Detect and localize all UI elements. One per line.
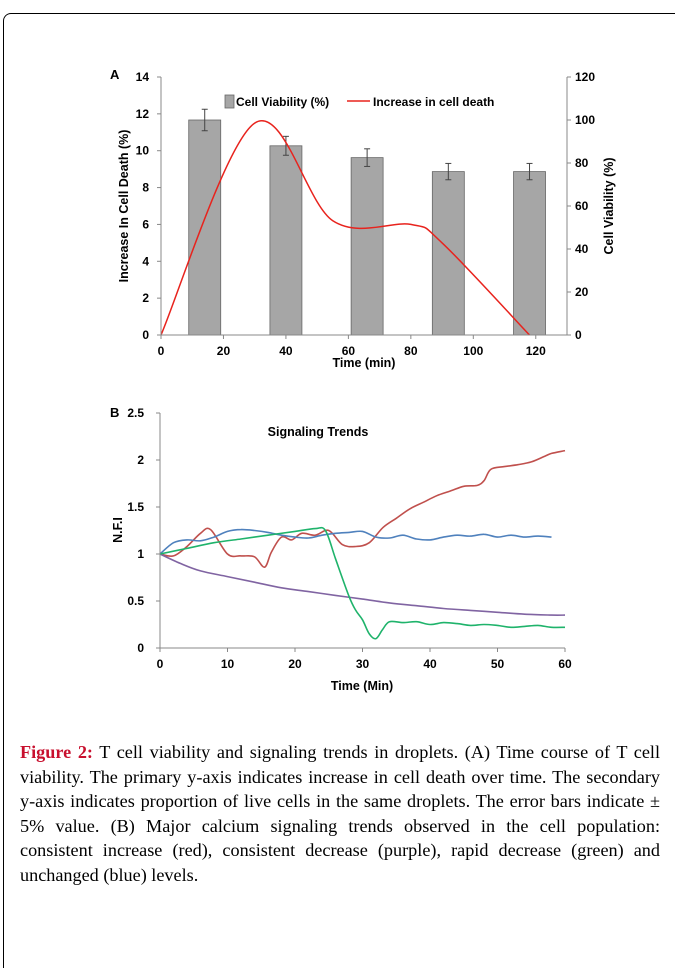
figure-caption: Figure 2: T cell viability and signaling… <box>20 740 660 887</box>
y2-tick-label: 60 <box>575 199 589 213</box>
panel-label-a: A <box>110 67 120 82</box>
y2-tick-label: 120 <box>575 70 595 84</box>
y2-tick-label: 40 <box>575 242 589 256</box>
x-tick-label: 40 <box>423 657 437 671</box>
error-bar <box>526 162 533 181</box>
y2-tick-label: 0 <box>575 328 582 342</box>
y2-tick-label: 80 <box>575 156 589 170</box>
x-tick-label: 50 <box>491 657 505 671</box>
y-tick-label: 8 <box>142 181 149 195</box>
series-line-blue <box>159 528 552 555</box>
bar-cell-viability <box>431 171 465 336</box>
x-tick-label: 20 <box>288 657 302 671</box>
chart-a: A Cell Viability (%) Increase in cell de… <box>110 67 616 370</box>
y-tick-label: 14 <box>136 70 150 84</box>
series-line-purple <box>159 553 566 616</box>
y-tick-label: 2 <box>142 291 149 305</box>
x-axis-label-a: Time (min) <box>333 356 396 370</box>
caption-label: Figure 2: <box>20 742 93 762</box>
y-tick-label: 0.5 <box>127 594 144 608</box>
error-bar <box>282 135 289 156</box>
y-axis-label-a: Increase In Cell Death (%) <box>117 130 131 283</box>
x-tick-label: 30 <box>356 657 370 671</box>
y-tick-label: 2 <box>137 453 144 467</box>
x-tick-label: 0 <box>158 344 165 358</box>
y2-tick-label: 100 <box>575 113 595 127</box>
series-line-green <box>159 526 566 640</box>
y-tick-label: 1 <box>137 547 144 561</box>
bar-cell-viability <box>513 171 546 336</box>
bar-cell-viability <box>350 157 384 336</box>
y-tick-label: 0 <box>142 328 149 342</box>
x-tick-label: 10 <box>221 657 235 671</box>
legend-label-line: Increase in cell death <box>373 95 494 109</box>
y-tick-label: 1.5 <box>127 500 144 514</box>
error-bar <box>201 108 208 132</box>
y2-axis-label-a: Cell Viability (%) <box>602 157 616 254</box>
x-tick-label: 40 <box>279 344 293 358</box>
series-line-red <box>159 449 566 568</box>
error-bar <box>445 162 452 181</box>
x-tick-label: 60 <box>558 657 572 671</box>
series-line-cell-death <box>160 119 531 336</box>
chart-b-title: Signaling Trends <box>268 425 369 439</box>
legend-label-bar: Cell Viability (%) <box>236 95 329 109</box>
y-tick-label: 0 <box>137 641 144 655</box>
y-tick-label: 2.5 <box>127 406 144 420</box>
y-tick-label: 4 <box>142 254 149 268</box>
x-tick-label: 80 <box>404 344 418 358</box>
y-tick-label: 12 <box>136 107 150 121</box>
y-axis-label-b: N.F.I <box>111 517 125 543</box>
y2-tick-label: 20 <box>575 285 589 299</box>
y-tick-label: 10 <box>136 144 150 158</box>
x-tick-label: 100 <box>463 344 483 358</box>
x-tick-label: 120 <box>526 344 546 358</box>
caption-text: T cell viability and signaling trends in… <box>20 742 660 885</box>
x-axis-label-b: Time (Min) <box>331 679 393 693</box>
x-tick-label: 20 <box>217 344 231 358</box>
x-tick-label: 0 <box>157 657 164 671</box>
panel-label-b: B <box>110 405 119 420</box>
error-bar <box>364 148 371 167</box>
figure-frame <box>3 13 675 968</box>
chart-b: B Signaling Trends 0 0.5 1 1.5 2 2.5 0 10 20 30 4… <box>110 405 572 693</box>
bar-cell-viability <box>188 119 222 336</box>
x-tick-label: 60 <box>342 344 356 358</box>
legend-swatch-bar <box>224 94 235 109</box>
y-tick-label: 6 <box>142 217 149 231</box>
bar-cell-viability <box>269 145 303 336</box>
